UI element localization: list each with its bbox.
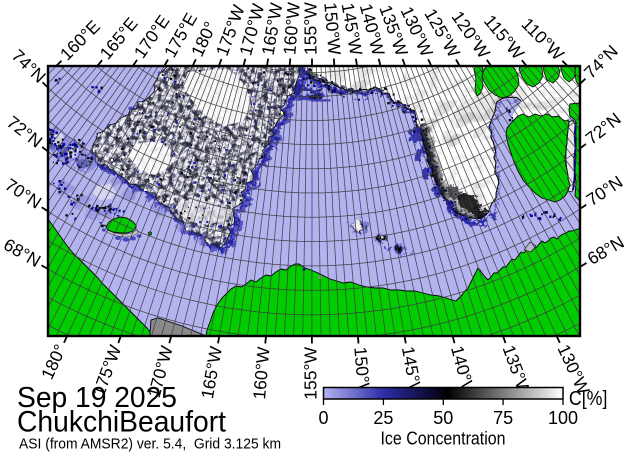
svg-text:160°W: 160°W [279, 1, 304, 56]
svg-text:Ice Concentration: Ice Concentration [381, 428, 506, 448]
svg-text:25: 25 [373, 408, 393, 428]
svg-text:Sep 19 2025: Sep 19 2025 [17, 382, 177, 414]
svg-text:155°W: 155°W [301, 2, 321, 55]
svg-text:50: 50 [433, 408, 453, 428]
svg-text:160°W: 160°W [249, 346, 274, 401]
svg-text:150°W: 150°W [320, 1, 345, 56]
svg-text:75: 75 [493, 408, 513, 428]
svg-text:155°W: 155°W [301, 347, 321, 400]
svg-text:ChukchiBeaufort: ChukchiBeaufort [17, 406, 226, 439]
svg-text:0: 0 [318, 408, 328, 428]
svg-text:ASI (from AMSR2) ver. 5.4, Gr: ASI (from AMSR2) ver. 5.4, Grid 3.125 km [19, 437, 281, 452]
svg-text:100: 100 [548, 408, 578, 428]
svg-text:C[%]: C[%] [569, 387, 608, 410]
